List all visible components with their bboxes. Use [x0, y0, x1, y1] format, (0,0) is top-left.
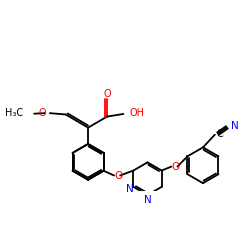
Text: O: O: [39, 108, 46, 118]
Text: H₃C: H₃C: [6, 108, 24, 118]
Text: O: O: [103, 89, 111, 99]
Text: C: C: [217, 129, 224, 139]
Text: N: N: [126, 184, 134, 194]
Text: O: O: [114, 170, 122, 180]
Text: OH: OH: [130, 108, 144, 118]
Text: N: N: [144, 195, 152, 205]
Text: O: O: [171, 162, 179, 172]
Text: N: N: [230, 121, 238, 131]
